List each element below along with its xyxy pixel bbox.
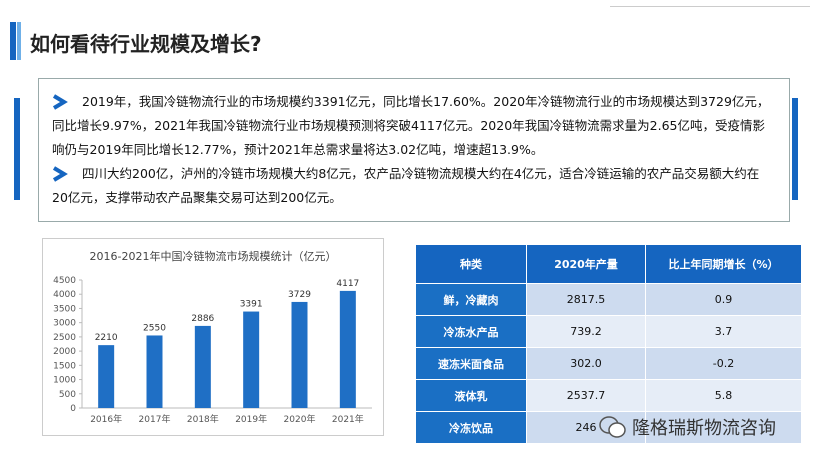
data-label: 3391 [240, 300, 263, 310]
bullet-icons [52, 94, 68, 182]
data-label: 2550 [143, 323, 166, 333]
y-tick-label: 2500 [53, 333, 76, 343]
wechat-icon [599, 416, 626, 438]
y-tick-label: 2000 [53, 347, 76, 357]
x-tick-label: 2021年 [332, 413, 364, 425]
x-tick-label: 2017年 [139, 413, 171, 425]
table-cell: 3.7 [645, 315, 802, 348]
table-row: 速冻米面食品 302.0 -0.2 [415, 347, 802, 380]
side-bar [792, 98, 798, 200]
table-cell: 302.0 [526, 347, 646, 380]
x-tick-label: 2019年 [235, 413, 267, 425]
chart: 2016-2021年中国冷链物流市场规模统计（亿元） 0 500 1000 1500 2… [42, 238, 384, 436]
chevron [52, 166, 68, 182]
watermark: 隆格瑞斯物流咨询 [632, 418, 776, 439]
table-cell: 速冻米面食品 [415, 347, 527, 380]
table-cell: 0.9 [645, 283, 802, 316]
table-row: 冷冻饮品 246 [415, 411, 802, 444]
y-tick-label: 1500 [53, 361, 76, 371]
table-cell: 冷冻饮品 [415, 411, 527, 444]
table-cell: -0.2 [645, 347, 802, 380]
chevron [52, 94, 68, 110]
bar [291, 301, 308, 408]
table-cell: 2817.5 [526, 283, 646, 316]
y-tick-label: 4500 [53, 276, 76, 286]
y-tick-label: 4000 [53, 290, 76, 300]
table-cell: 液体乳 [415, 379, 527, 412]
bar [243, 311, 260, 408]
accent-bar [10, 22, 16, 60]
accent-bar [17, 22, 21, 60]
title: 如何看待行业规模及增长? [30, 32, 262, 56]
table-cell: 739.2 [526, 315, 646, 348]
chart-frame [42, 238, 384, 436]
bar [98, 345, 115, 408]
bar [146, 335, 163, 408]
chart-title: 2016-2021年中国冷链物流市场规模统计（亿元） [90, 249, 337, 263]
table-row: 冷冻水产品 739.2 3.7 [415, 315, 802, 348]
table-cell: 246 [526, 411, 646, 444]
table-cell: 2020年产量 [526, 244, 646, 284]
table-cell: 冷冻水产品 [415, 315, 527, 348]
table-cell [645, 411, 802, 444]
paragraph: 2019年，我国冷链物流行业的市场规模约3391亿元，同比增长17.60%。20… [52, 94, 770, 157]
table-cell: 种类 [415, 244, 527, 284]
data-label: 4117 [336, 279, 359, 289]
data-label: 3729 [288, 290, 311, 300]
bar [339, 290, 356, 408]
y-tick-label: 1000 [53, 376, 76, 386]
table-cell: 比上年同期增长（%） [645, 244, 802, 284]
x-tick-label: 2018年 [187, 413, 219, 425]
paragraph: 四川大约200亿，泸州的冷链市场规模大约8亿元，农产品冷链物流规模大约在4亿元，… [52, 166, 760, 205]
data-label: 2886 [191, 314, 214, 324]
side-bar [14, 98, 20, 200]
table-cell: 5.8 [645, 379, 802, 412]
y-tick-label: 3000 [53, 319, 76, 329]
y-tick-label: 0 [70, 404, 76, 414]
y-tick-label: 500 [59, 390, 76, 400]
table-row: 液体乳 2537.7 5.8 [415, 379, 802, 412]
x-tick-label: 2016年 [90, 413, 122, 425]
header-row: 种类 2020年产量 比上年同期增长（%） [415, 244, 802, 284]
bar [194, 325, 211, 408]
text-box [38, 78, 790, 222]
y-tick-label: 3500 [53, 304, 76, 314]
divider [610, 6, 810, 7]
table: 种类 2020年产量 比上年同期增长（%） 鲜，冷藏肉 2817.5 0.9 冷冻水产品 73… [415, 244, 802, 444]
table-cell: 2537.7 [526, 379, 646, 412]
table-cell: 鲜，冷藏肉 [415, 283, 527, 316]
table-row: 鲜，冷藏肉 2817.5 0.9 [415, 283, 802, 316]
x-tick-label: 2020年 [284, 413, 316, 425]
data-label: 2210 [95, 333, 118, 343]
